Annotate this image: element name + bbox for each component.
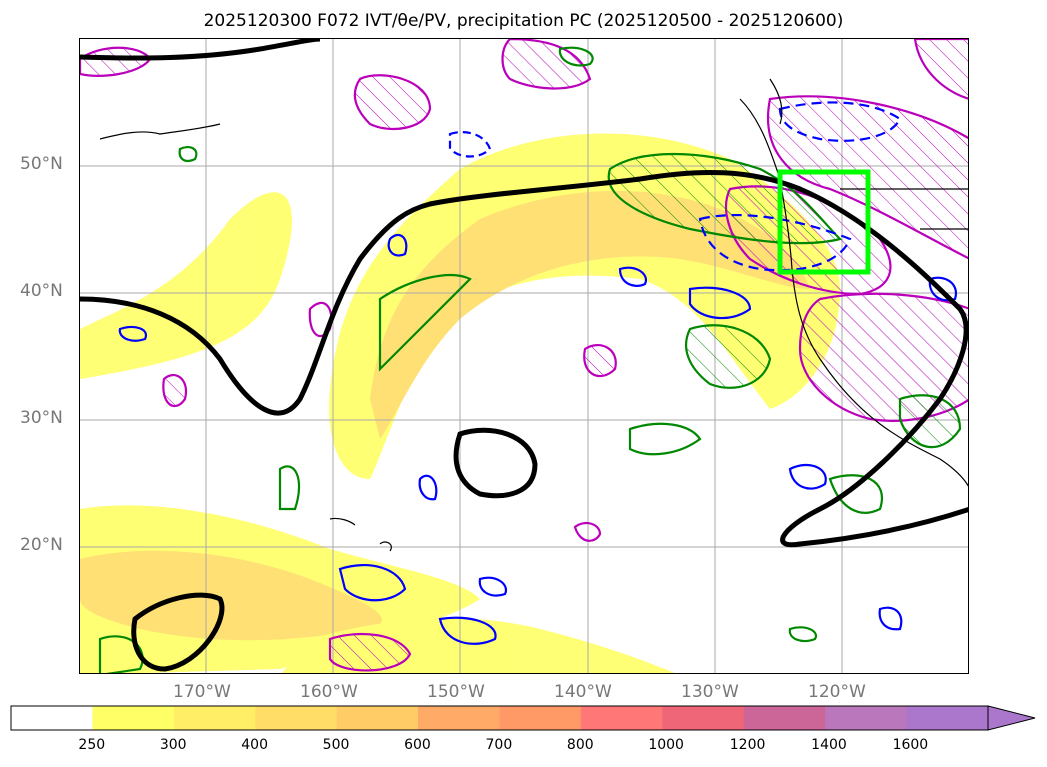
colorbar-tick-label: 500: [322, 737, 350, 753]
colorbar-segment: [580, 706, 663, 730]
lat-label-40n: 40°N: [20, 281, 63, 301]
colorbar-segments: [11, 706, 989, 730]
colorbar-extend-arrow: [987, 705, 1036, 731]
colorbar-segment: [743, 706, 826, 730]
colorbar-segment: [499, 706, 582, 730]
title-text: 2025120300 F072 IVT/θe/PV, precipitation…: [203, 11, 844, 31]
colorbar-tick-label: 250: [78, 737, 106, 753]
lon-label-120w: 120°W: [808, 682, 866, 702]
figure-title: 2025120300 F072 IVT/θe/PV, precipitation…: [0, 11, 1047, 31]
lat-label-50n: 50°N: [20, 154, 63, 174]
colorbar-tick-label: 300: [159, 737, 187, 753]
colorbar-tick-label: 1400: [811, 737, 847, 753]
pv-contour: [80, 39, 968, 672]
colorbar-segment: [662, 706, 745, 730]
lon-label-160w: 160°W: [300, 682, 358, 702]
lon-label-130w: 130°W: [681, 682, 739, 702]
colorbar-segment: [418, 706, 500, 730]
colorbar-segment: [825, 706, 908, 730]
lon-label-170w: 170°W: [173, 682, 231, 702]
colorbar: [10, 705, 1036, 731]
colorbar-tick-label: 1200: [729, 737, 766, 753]
lon-label-140w: 140°W: [554, 682, 612, 702]
colorbar-tick-label: 600: [404, 737, 431, 753]
colorbar-segment: [906, 706, 989, 730]
theta-e-contours: [118, 101, 958, 645]
lat-label-30n: 30°N: [20, 408, 63, 428]
map-frame[interactable]: [79, 38, 969, 674]
colorbar-segment: [173, 706, 256, 730]
colorbar-tick-label: 700: [485, 737, 513, 753]
highlight-box: [777, 169, 871, 275]
colorbar-tick-label: 1000: [648, 737, 684, 753]
lat-label-20n: 20°N: [20, 535, 63, 555]
lon-label-150w: 150°W: [427, 682, 485, 702]
colorbar-segment: [336, 706, 419, 730]
colorbar-tick-label: 1600: [892, 737, 929, 753]
colorbar-tick-label: 800: [566, 737, 594, 753]
colorbar-tick-label: 400: [241, 737, 268, 753]
colorbar-segment: [11, 706, 93, 730]
map-canvas: [80, 39, 968, 673]
colorbar-segment: [92, 706, 175, 730]
colorbar-segment: [255, 706, 338, 730]
